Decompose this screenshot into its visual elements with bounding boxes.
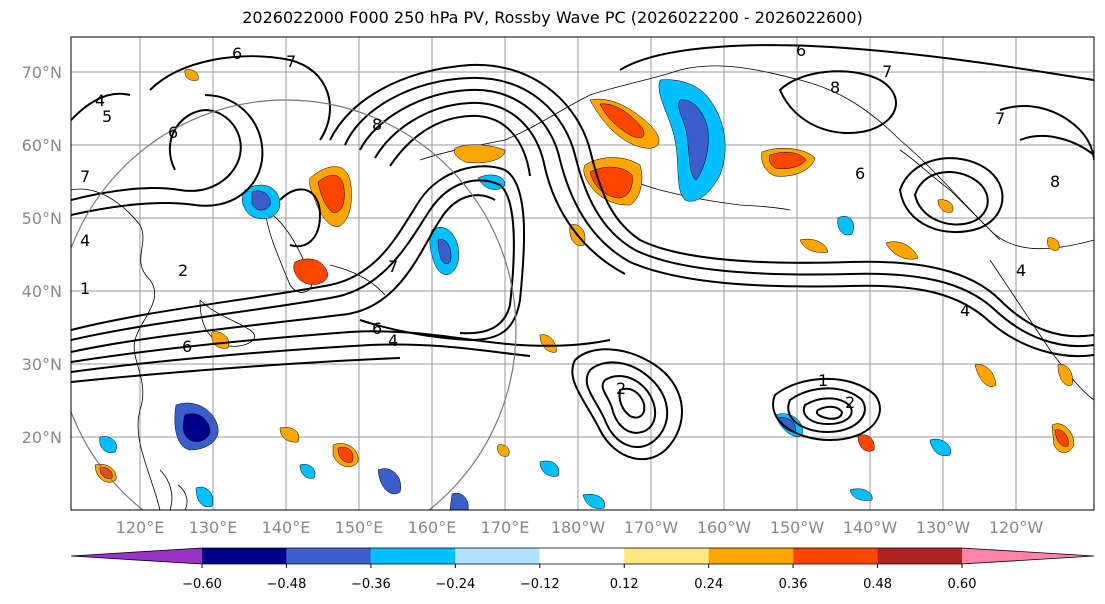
contour-label: 5 [102, 107, 112, 126]
map-title: 2026022000 F000 250 hPa PV, Rossby Wave … [242, 8, 863, 27]
lon-label: 150°W [770, 518, 825, 537]
colorbar-segment [962, 548, 1094, 564]
lon-label: 160°W [697, 518, 752, 537]
lon-label: 150°E [335, 518, 384, 537]
contour-label: 7 [388, 257, 398, 276]
contour-label: 6 [182, 337, 192, 356]
contour-label: 7 [995, 109, 1005, 128]
lon-label: 120°W [989, 518, 1044, 537]
contour-label: 1 [80, 279, 90, 298]
contour-label: 7 [286, 52, 296, 71]
lon-label: 160°E [408, 518, 457, 537]
contour-label: 4 [388, 331, 398, 350]
contour-label: 8 [830, 78, 840, 97]
lat-label: 20°N [22, 428, 62, 447]
colorbar-tick-label: −0.36 [351, 577, 391, 592]
contour-label: 7 [882, 62, 892, 81]
colorbar-tick-label: 0.36 [779, 577, 808, 592]
contour-label: 8 [1050, 172, 1060, 191]
colorbar-tick-label: 0.48 [863, 577, 892, 592]
contour-label: 4 [960, 301, 970, 320]
lat-label: 40°N [22, 282, 62, 301]
contour-label: 2 [178, 261, 188, 280]
colorbar-tick-label: −0.60 [182, 577, 222, 592]
plot-area [71, 37, 1094, 510]
colorbar-tick-label: 0.12 [610, 577, 639, 592]
contour-label: 2 [616, 379, 626, 398]
colorbar-tick-label: −0.24 [435, 577, 475, 592]
colorbar-segment [708, 548, 794, 564]
contour-labels: 6 5 4 6 7 4 2 1 6 7 6 4 7 6 8 8 7 7 8 6 … [80, 41, 1060, 412]
lon-label: 180°W [551, 518, 606, 537]
longitude-labels: 120°E 130°E 140°E 150°E 160°E 170°E 180°… [116, 518, 1044, 537]
lon-label: 120°E [116, 518, 165, 537]
contour-label: 6 [232, 44, 242, 63]
colorbar-tick-label: −0.12 [520, 577, 560, 592]
contour-label: 7 [80, 167, 90, 186]
anomaly-fills [94, 69, 1075, 510]
lon-label: 130°E [189, 518, 238, 537]
colorbar-segment [71, 548, 202, 564]
plot-frame [70, 36, 1095, 511]
lon-label: 140°E [262, 518, 311, 537]
colorbar-segment [624, 548, 709, 564]
colorbar-segment [202, 548, 287, 564]
latitude-labels: 70°N 60°N 50°N 40°N 30°N 20°N [22, 63, 62, 447]
contour-label: 8 [372, 115, 382, 134]
colorbar-tick-label: 0.60 [948, 577, 977, 592]
reference-circle [71, 99, 517, 510]
contour-label: 6 [796, 41, 806, 60]
contour-label: 6 [855, 164, 865, 183]
contour-label: 4 [95, 91, 105, 110]
lon-label: 170°W [624, 518, 679, 537]
colorbar-segment [455, 548, 540, 564]
contour-label: 4 [1016, 261, 1026, 280]
contour-label: 1 [818, 371, 828, 390]
colorbar-segment [793, 548, 878, 564]
colorbar [70, 547, 1095, 565]
colorbar-tick-label: −0.48 [267, 577, 307, 592]
contour-label: 2 [845, 393, 855, 412]
contour-label: 4 [80, 231, 90, 250]
lon-label: 140°W [843, 518, 898, 537]
contour-label: 6 [372, 319, 382, 338]
colorbar-ticks: −0.60 −0.48 −0.36 −0.24 −0.12 0.12 0.24 0.36 0.4… [182, 564, 976, 592]
lat-label: 50°N [22, 209, 62, 228]
lat-label: 60°N [22, 136, 62, 155]
lat-label: 30°N [22, 355, 62, 374]
colorbar-segment [370, 548, 456, 564]
colorbar-tick-label: 0.24 [694, 577, 723, 592]
colorbar-segment [877, 548, 962, 564]
lon-label: 130°W [916, 518, 971, 537]
lon-label: 170°E [481, 518, 530, 537]
colorbar-segment [539, 548, 625, 564]
lat-label: 70°N [22, 63, 62, 82]
contour-label: 6 [168, 123, 178, 142]
pv-contours [71, 44, 1094, 461]
colorbar-segment [286, 548, 371, 564]
